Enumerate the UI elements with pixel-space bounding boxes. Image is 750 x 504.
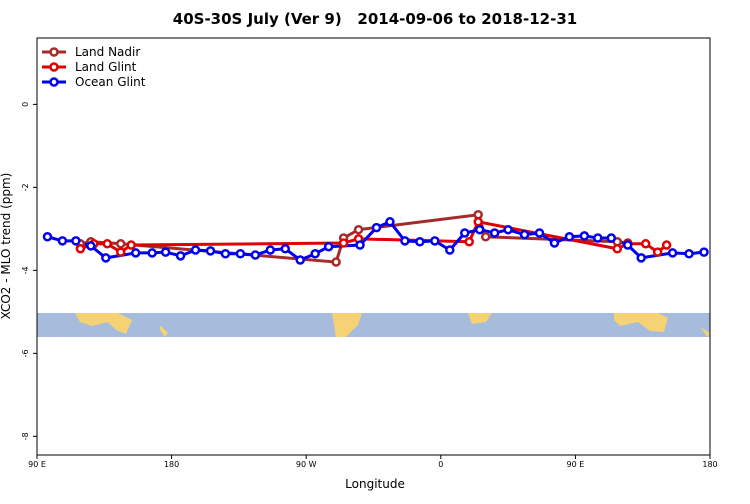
data-point bbox=[385, 217, 395, 227]
data-point bbox=[235, 249, 246, 259]
legend-marker bbox=[49, 62, 59, 72]
data-point bbox=[310, 249, 320, 259]
data-point bbox=[661, 240, 672, 250]
data-point bbox=[371, 222, 382, 233]
y-tick-label: -4 bbox=[21, 266, 30, 274]
data-point bbox=[464, 236, 474, 247]
data-point bbox=[130, 248, 141, 258]
data-point bbox=[593, 233, 603, 243]
data-point bbox=[622, 240, 633, 250]
legend-label: Ocean Glint bbox=[75, 75, 146, 89]
x-tick-label: 180 bbox=[702, 460, 717, 469]
data-point bbox=[42, 231, 53, 242]
y-axis-label: XCO2 - MLO trend (ppm) bbox=[0, 173, 13, 320]
y-tick-label: 0 bbox=[21, 102, 30, 107]
x-tick-label: 90 E bbox=[567, 460, 585, 469]
data-point bbox=[459, 228, 470, 238]
data-point bbox=[86, 241, 96, 251]
data-point bbox=[102, 239, 113, 249]
data-point bbox=[116, 247, 126, 257]
data-point bbox=[250, 250, 261, 260]
x-tick-label: 90 W bbox=[296, 460, 317, 469]
data-point bbox=[323, 241, 334, 252]
data-point bbox=[400, 236, 410, 246]
data-point bbox=[640, 239, 651, 249]
data-point bbox=[190, 245, 201, 255]
data-point bbox=[280, 244, 291, 254]
data-point bbox=[205, 246, 216, 256]
data-point bbox=[415, 236, 425, 247]
data-point bbox=[652, 247, 663, 257]
data-point bbox=[636, 253, 646, 263]
data-point bbox=[147, 248, 157, 258]
y-tick-label: -2 bbox=[21, 183, 30, 191]
data-point bbox=[353, 224, 364, 235]
data-point bbox=[265, 245, 276, 255]
data-point bbox=[564, 231, 575, 242]
data-point bbox=[331, 257, 341, 267]
map-strip bbox=[37, 313, 710, 337]
data-point bbox=[430, 236, 440, 246]
plot-frame bbox=[36, 37, 711, 456]
data-point bbox=[101, 253, 111, 263]
data-point bbox=[503, 224, 513, 235]
x-tick-label: 90 E bbox=[28, 460, 46, 469]
data-point bbox=[126, 240, 136, 250]
data-point bbox=[75, 244, 86, 254]
data-point bbox=[534, 228, 545, 238]
data-point bbox=[549, 238, 560, 248]
chart-title: 40S-30S July (Ver 9) 2014-09-06 to 2018-… bbox=[173, 10, 577, 28]
data-point bbox=[667, 248, 678, 258]
data-point bbox=[295, 255, 305, 265]
data-point bbox=[473, 217, 483, 227]
data-point bbox=[699, 247, 709, 257]
data-point bbox=[480, 231, 491, 242]
data-point bbox=[338, 238, 349, 248]
data-point bbox=[606, 233, 617, 243]
legend-label: Land Glint bbox=[75, 60, 137, 74]
data-point bbox=[684, 249, 694, 259]
data-point bbox=[474, 224, 485, 235]
data-point bbox=[220, 249, 231, 259]
data-point bbox=[612, 244, 623, 254]
legend-marker bbox=[49, 77, 59, 87]
data-point bbox=[489, 228, 500, 238]
legend-marker bbox=[49, 47, 59, 57]
data-point bbox=[116, 239, 126, 249]
data-point bbox=[71, 236, 81, 246]
data-point bbox=[160, 247, 171, 257]
y-tick-label: -8 bbox=[21, 432, 30, 440]
x-tick-label: 0 bbox=[438, 460, 443, 469]
y-tick-label: -6 bbox=[21, 349, 30, 357]
legend-label: Land Nadir bbox=[75, 45, 140, 59]
data-point bbox=[519, 229, 530, 240]
x-tick-label: 180 bbox=[164, 460, 179, 469]
data-point bbox=[175, 251, 186, 261]
data-point bbox=[445, 245, 455, 255]
data-point bbox=[579, 231, 590, 241]
data-point bbox=[57, 236, 68, 246]
data-point bbox=[355, 240, 365, 250]
x-axis-label: Longitude bbox=[345, 477, 405, 491]
